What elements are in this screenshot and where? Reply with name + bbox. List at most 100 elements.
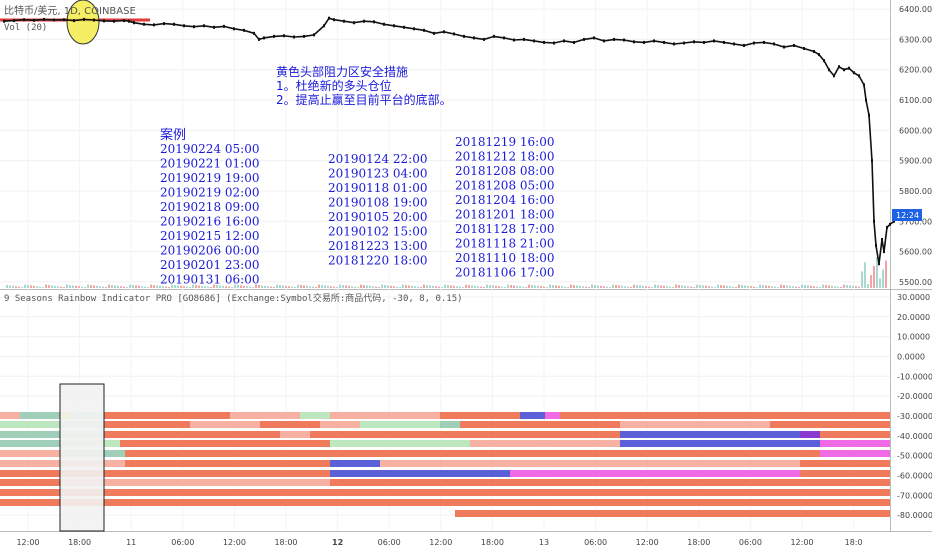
volume-bar — [846, 285, 848, 288]
price-point — [833, 74, 835, 78]
price-point — [328, 16, 330, 20]
volume-bar — [108, 284, 110, 288]
price-tick-label: 6100.00 — [899, 96, 932, 105]
volume-bar — [804, 285, 806, 288]
price-point — [663, 40, 665, 44]
volume-bar — [306, 285, 308, 288]
volume-bar — [687, 286, 689, 288]
price-point — [263, 36, 265, 40]
price-point — [813, 50, 815, 54]
case-entry: 20190221 01:00 — [160, 157, 259, 171]
case-entry: 20181208 08:00 — [455, 164, 554, 178]
volume-bar — [858, 286, 860, 288]
price-point — [173, 22, 175, 26]
volume-bar — [540, 286, 542, 288]
volume-bar — [114, 285, 116, 288]
volume-bar — [468, 285, 470, 288]
rainbow-segment — [760, 431, 800, 438]
volume-bar — [252, 287, 254, 288]
rainbow-segment — [330, 460, 380, 467]
rainbow-segment — [770, 421, 890, 428]
volume-bar — [849, 285, 851, 288]
rainbow-segment — [470, 440, 620, 447]
volume-bar — [480, 286, 482, 288]
volume-bar — [474, 285, 476, 288]
volume-bar — [627, 286, 629, 288]
volume-bar — [357, 287, 359, 288]
volume-bar — [609, 287, 611, 288]
volume-bar — [159, 285, 161, 288]
volume-bar — [156, 285, 158, 288]
price-point — [793, 43, 795, 47]
price-point — [343, 19, 345, 23]
price-point — [633, 40, 635, 44]
volume-bar — [648, 286, 650, 288]
rainbow-segment — [260, 421, 320, 428]
rainbow-segment — [300, 412, 330, 419]
price-point — [583, 37, 585, 41]
rainbow-segment — [700, 450, 820, 457]
price-point — [543, 40, 545, 44]
volume-bar — [639, 285, 641, 288]
price-point — [23, 18, 25, 22]
price-point — [713, 39, 715, 43]
rainbow-segment — [330, 412, 440, 419]
price-point — [13, 19, 15, 23]
volume-bar — [471, 285, 473, 288]
indicator-tick-label: -30.0000 — [897, 412, 932, 421]
rainbow-segment — [60, 470, 330, 477]
volume-bar — [438, 286, 440, 288]
volume-bar — [555, 285, 557, 288]
price-point — [463, 34, 465, 38]
volume-bar — [168, 287, 170, 288]
price-point — [493, 34, 495, 38]
price-point — [33, 18, 35, 22]
volume-bar — [18, 286, 20, 288]
price-point — [848, 66, 850, 70]
rainbow-segment — [0, 470, 60, 477]
volume-bar — [816, 286, 818, 288]
price-point — [3, 19, 5, 23]
price-point — [783, 45, 785, 49]
indicator-title[interactable]: 9 Seasons Rainbow Indicator PRO [GO8686]… — [4, 292, 463, 304]
cases-title: 案例 — [160, 128, 186, 143]
case-entry: 20181208 05:00 — [455, 179, 554, 193]
volume-bar — [165, 286, 167, 288]
volume-bar — [750, 286, 752, 288]
volume-bar — [657, 285, 659, 288]
price-point — [363, 19, 365, 23]
volume-bar — [501, 286, 503, 288]
volume-bar — [96, 285, 98, 288]
volume-bar — [531, 285, 533, 288]
volume-bar — [591, 284, 593, 288]
volume-bar — [456, 286, 458, 288]
volume-bar — [507, 284, 509, 288]
volume-bar — [219, 285, 221, 288]
volume-bar — [537, 285, 539, 288]
rainbow-segment — [820, 431, 890, 438]
volume-bar — [180, 285, 182, 288]
case-entry: 20190201 23:00 — [160, 258, 259, 272]
volume-label[interactable]: Vol (20) — [4, 23, 47, 33]
volume-bar — [276, 284, 278, 288]
volume-bar — [204, 286, 206, 288]
price-point — [623, 38, 625, 42]
volume-bar — [30, 285, 32, 288]
volume-bar — [369, 285, 371, 288]
volume-bar — [819, 287, 821, 288]
symbol-title[interactable]: 比特币/美元, 1D, COINBASE — [4, 4, 136, 17]
volume-bar — [663, 285, 665, 288]
volume-bar — [183, 286, 185, 288]
volume-bar — [321, 285, 323, 288]
price-point — [593, 36, 595, 40]
rainbow-segment — [700, 431, 760, 438]
volume-bar — [576, 285, 578, 288]
indicator-tick-label: 20.0000 — [897, 313, 930, 322]
volume-bar — [447, 285, 449, 288]
price-point — [875, 244, 877, 248]
volume-bar — [339, 284, 341, 288]
volume-bar — [141, 286, 143, 288]
volume-bar — [363, 285, 365, 288]
price-point — [253, 31, 255, 35]
